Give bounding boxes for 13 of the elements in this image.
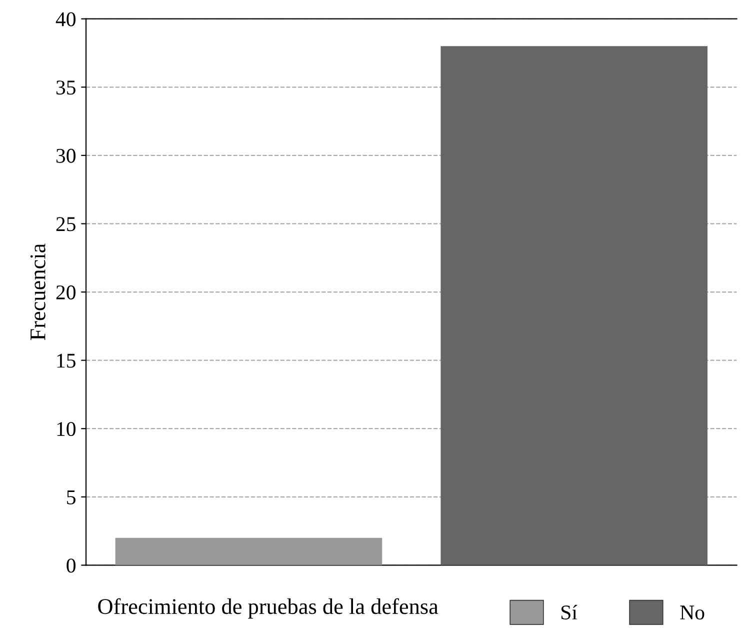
y-tick-label: 25 [56,217,76,232]
y-axis-title: Frecuencia [30,244,46,340]
y-tick-label: 10 [57,422,76,436]
legend-title: Ofrecimiento de pruebas de la defensa [98,598,438,619]
y-tick-label: 35 [56,80,76,95]
y-tick-label: 0 [66,558,76,573]
y-tick-label: 20 [56,285,76,300]
y-tick-label: 5 [67,490,76,504]
y-tick-label: 40 [56,12,76,26]
y-tick-label: 15 [57,354,76,368]
y-tick-label: 30 [56,148,76,163]
legend-label: Sí [561,604,578,620]
legend-label: No [680,606,704,620]
